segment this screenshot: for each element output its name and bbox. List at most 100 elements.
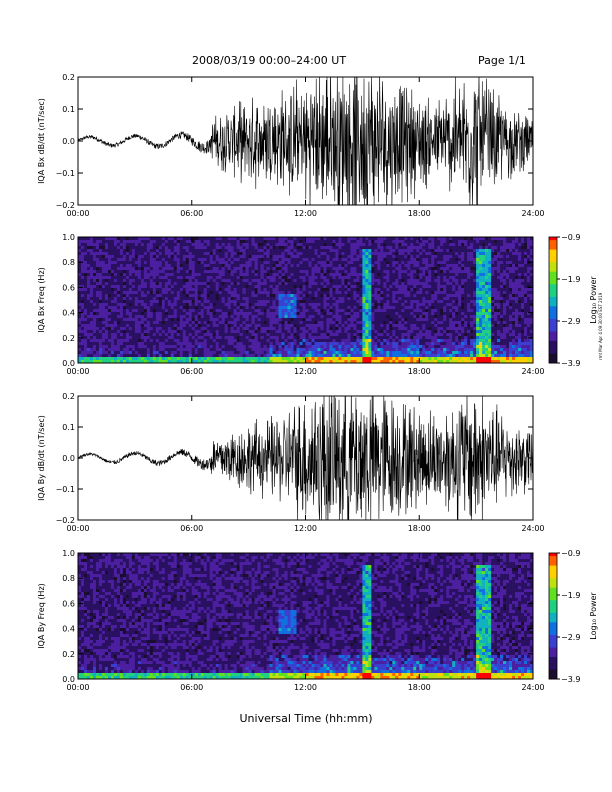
heatmap-cell (125, 240, 130, 244)
heatmap-cell (287, 273, 291, 277)
heatmap-cell (416, 300, 420, 304)
heatmap-cell (416, 303, 420, 307)
heatmap-cell (344, 351, 348, 355)
heatmap-cell (89, 252, 94, 256)
heatmap-cell (239, 312, 243, 316)
heatmap-cell (239, 291, 243, 295)
heatmap-cell (218, 342, 222, 346)
heatmap-cell (281, 297, 285, 301)
heatmap-cell (425, 360, 429, 364)
heatmap-cell (125, 294, 130, 298)
heatmap-cell (152, 321, 157, 325)
heatmap-cell (98, 315, 103, 319)
heatmap-cell (392, 291, 396, 295)
heatmap-cell (377, 339, 381, 343)
heatmap-cell (137, 354, 142, 358)
heatmap-cell (362, 339, 366, 343)
heatmap-cell (131, 360, 136, 364)
heatmap-cell (185, 315, 190, 319)
heatmap-cell (314, 357, 318, 361)
heatmap-cell (134, 246, 139, 250)
heatmap-cell (200, 354, 205, 358)
heatmap-cell (410, 243, 414, 247)
heatmap-cell (395, 243, 399, 247)
heatmap-cell (98, 237, 103, 241)
heatmap-cell (374, 360, 378, 364)
heatmap-cell (317, 270, 321, 274)
heatmap-cell (269, 249, 273, 253)
heatmap-cell (185, 321, 190, 325)
heatmap-cell (188, 261, 193, 265)
heatmap-cell (125, 261, 130, 265)
heatmap-cell (155, 279, 160, 283)
heatmap-cell (419, 297, 423, 301)
heatmap-cell (314, 345, 318, 349)
heatmap-cell (368, 312, 372, 316)
heatmap-cell (209, 342, 213, 346)
heatmap-cell (287, 321, 291, 325)
heatmap-cell (113, 354, 118, 358)
heatmap-cell (95, 333, 100, 337)
heatmap-cell (251, 345, 255, 349)
heatmap-cell (98, 354, 103, 358)
heatmap-cell (386, 240, 390, 244)
heatmap-cell (311, 306, 315, 310)
heatmap-cell (356, 303, 360, 307)
heatmap-cell (395, 360, 399, 364)
heatmap-cell (158, 264, 163, 268)
heatmap-cell (194, 288, 199, 292)
heatmap-cell (227, 351, 231, 355)
heatmap-cell (242, 288, 246, 292)
heatmap-cell (359, 276, 363, 280)
heatmap-cell (197, 315, 202, 319)
heatmap-cell (380, 315, 384, 319)
heatmap-cell (164, 273, 169, 277)
heatmap-cell (317, 345, 321, 349)
heatmap-cell (125, 267, 130, 271)
heatmap-cell (368, 291, 372, 295)
heatmap-cell (386, 300, 390, 304)
heatmap-cell (119, 321, 124, 325)
heatmap-cell (116, 339, 121, 343)
heatmap-cell (416, 306, 420, 310)
heatmap-cell (212, 267, 216, 271)
heatmap-cell (86, 345, 91, 349)
heatmap-cell (95, 240, 100, 244)
heatmap-cell (149, 249, 154, 253)
heatmap-cell (98, 252, 103, 256)
heatmap-cell (362, 333, 366, 337)
heatmap-cell (245, 282, 249, 286)
heatmap-cell (386, 252, 390, 256)
heatmap-cell (278, 279, 282, 283)
heatmap-cell (188, 351, 193, 355)
heatmap-cell (305, 357, 309, 361)
heatmap-cell (305, 303, 309, 307)
heatmap-cell (164, 237, 169, 241)
heatmap-cell (116, 348, 121, 352)
heatmap-cell (287, 270, 291, 274)
heatmap-cell (251, 348, 255, 352)
heatmap-cell (245, 267, 249, 271)
heatmap-cell (257, 288, 261, 292)
heatmap-cell (170, 270, 175, 274)
heatmap-cell (122, 339, 127, 343)
heatmap-cell (206, 321, 211, 325)
heatmap-cell (104, 357, 109, 361)
heatmap-cell (233, 291, 237, 295)
heatmap-cell (197, 252, 202, 256)
heatmap-cell (353, 297, 357, 301)
heatmap-cell (89, 261, 94, 265)
heatmap-cell (416, 330, 420, 334)
heatmap-cell (116, 246, 121, 250)
heatmap-cell (104, 312, 109, 316)
heatmap-cell (305, 321, 309, 325)
heatmap-cell (110, 276, 115, 280)
heatmap-cell (389, 300, 393, 304)
heatmap-cell (356, 345, 360, 349)
heatmap-cell (95, 267, 100, 271)
heatmap-cell (254, 294, 258, 298)
heatmap-cell (326, 291, 330, 295)
heatmap-cell (167, 252, 172, 256)
heatmap-cell (308, 354, 312, 358)
heatmap-cell (416, 264, 420, 268)
